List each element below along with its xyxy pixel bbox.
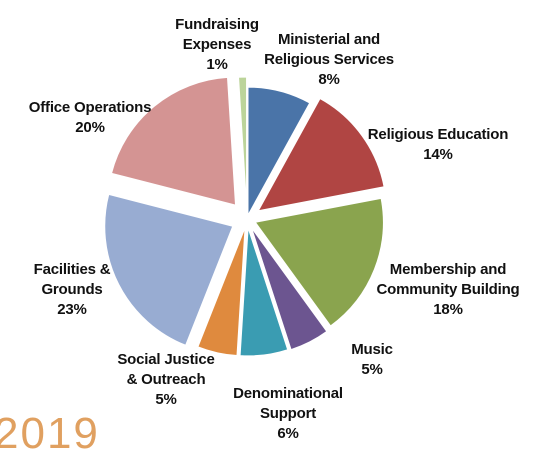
pie-slice-4	[251, 227, 328, 351]
slice-percent: 23%	[57, 301, 87, 318]
slice-label-2: Religious Education 14%	[367, 125, 509, 165]
slice-label-9: Fundraising Expenses 1%	[175, 15, 259, 75]
pie-slice-8	[110, 76, 237, 206]
slice-label-1: Ministerial and Religious Services 8%	[264, 30, 394, 90]
slice-percent: 14%	[423, 146, 453, 163]
slice-label-line: Music	[351, 341, 393, 358]
pie-slice-7	[104, 193, 234, 346]
slice-percent: 5%	[155, 391, 177, 408]
slice-label-line: Grounds	[41, 281, 103, 298]
slice-percent: 6%	[277, 425, 299, 442]
slice-percent: 20%	[75, 119, 105, 136]
slice-label-3: Membership and Community Building 18%	[376, 260, 519, 320]
slice-label-6: Social Justice & Outreach 5%	[117, 350, 214, 410]
slice-percent: 8%	[318, 71, 340, 88]
slice-label-line: & Outreach	[126, 371, 206, 388]
slice-label-line: Social Justice	[117, 351, 215, 368]
slice-percent: 1%	[206, 56, 228, 73]
slice-label-line: Denominational	[233, 385, 343, 402]
slice-label-8: Office Operations 20%	[28, 98, 152, 138]
slice-label-7: Facilities & Grounds 23%	[34, 260, 111, 320]
year-stamp: 2019	[0, 409, 100, 453]
slice-label-line: Membership and	[389, 261, 507, 278]
slice-label-4: Music 5%	[351, 340, 393, 380]
slice-label-line: Ministerial and	[277, 31, 381, 48]
pie-slice-6	[197, 227, 246, 357]
slice-label-line: Community Building	[376, 281, 520, 298]
slice-label-line: Fundraising	[175, 16, 259, 33]
pie-slice-1	[247, 86, 311, 216]
slice-label-5: Denominational Support 6%	[233, 384, 343, 444]
slice-label-line: Facilities &	[33, 261, 111, 278]
slice-percent: 18%	[433, 301, 463, 318]
slice-label-line: Expenses	[182, 36, 252, 53]
pie-slice-5	[239, 227, 289, 357]
slice-label-line: Support	[259, 405, 317, 422]
pie-slice-3	[254, 197, 384, 327]
pie-slice-2	[257, 97, 385, 212]
pie-slice-9	[237, 76, 248, 206]
slice-label-line: Office Operations	[28, 99, 152, 116]
slice-label-line: Religious Services	[264, 51, 394, 68]
pie-slices	[104, 76, 385, 357]
slice-percent: 5%	[361, 361, 383, 378]
slice-label-line: Religious Education	[367, 126, 509, 143]
